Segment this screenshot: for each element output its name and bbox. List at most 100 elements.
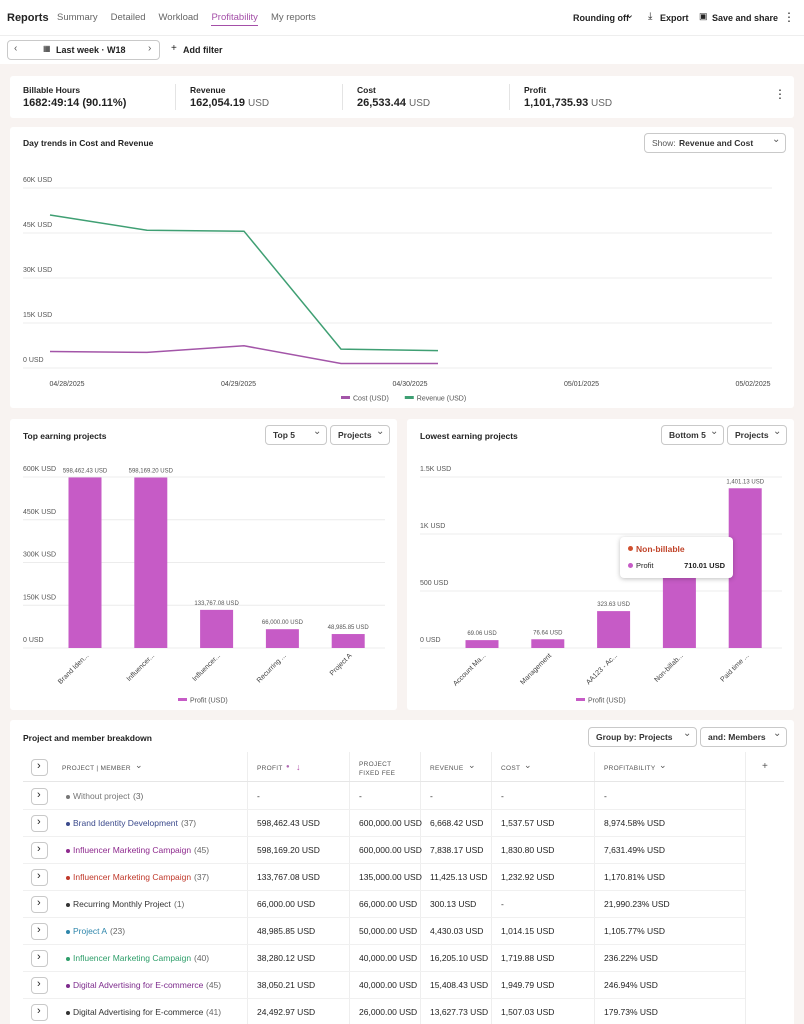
group-dropdown[interactable] [330,425,390,445]
expand-icon: › [37,760,41,772]
column-header[interactable]: PROJECT FIXED FEE [359,761,396,777]
expand-button[interactable] [31,950,48,967]
cell: 13,627.73 USD [430,1007,489,1017]
expand-button[interactable] [31,896,48,913]
bottom-n-dropdown[interactable] [661,425,724,445]
cell: 300.13 USD [430,899,477,909]
cell: 38,280.12 USD [257,953,316,963]
add-column[interactable]: + [762,761,768,772]
cell: 4,430.03 USD [430,926,484,936]
summary-more[interactable]: ⋮ [774,87,786,101]
calendar-icon: ▦ [43,44,51,53]
bar-value-label: 133,767.08 USD [194,601,239,607]
project-name[interactable]: Brand Identity Development [73,818,178,828]
tab[interactable]: My reports [270,12,316,23]
project-name[interactable]: Recurring Monthly Project [73,899,171,909]
export-button[interactable]: Export [660,13,689,23]
bar-value-label: 76.64 USD [533,630,563,636]
legend-label: Profit (USD) [588,698,626,705]
y-tick-label: 500 USD [420,580,448,587]
column-header[interactable]: PROFITABILITY [604,765,656,772]
project-count: (45) [206,980,222,990]
series-line [49,345,438,365]
more-icon[interactable]: ⋮ [783,10,795,24]
dropdown-caret: ⌄ [773,728,782,739]
tab[interactable]: Summary [57,12,98,23]
row-line [23,944,745,945]
project-name[interactable]: Without project [73,791,130,801]
x-tick-label: Brand Iden... [57,652,90,685]
tab[interactable]: Workload [158,12,199,23]
dropdown-text: Projects [735,430,769,440]
project-name[interactable]: Project A [73,926,108,936]
show-dropdown[interactable] [644,133,786,153]
project-name[interactable]: Influencer Marketing Campaign [73,872,192,882]
tab[interactable]: Profitability [211,12,258,26]
project-name[interactable]: Influencer Marketing Campaign [73,845,192,855]
save-icon: ▣ [699,11,708,21]
dropdown-text: Bottom 5 [669,430,706,440]
chart-title: Top earning projects [23,431,107,441]
top-n-dropdown[interactable] [265,425,327,445]
expand-button[interactable] [31,788,48,805]
expand-button[interactable] [31,977,48,994]
project-name[interactable]: Influencer Marketing Campaign [73,953,192,963]
date-picker[interactable] [7,40,160,60]
project-count: (41) [206,1007,222,1017]
expand-button[interactable] [31,842,48,859]
sort-caret: ⌄ [468,760,476,770]
row-line [23,890,745,891]
y-tick-label: 600K USD [23,466,56,473]
chart-title: Day trends in Cost and Revenue [23,138,154,148]
expand-button[interactable] [31,759,48,776]
bar [465,640,499,648]
group-dropdown[interactable] [727,425,787,445]
column-header[interactable]: PROJECT | MEMBER [62,765,131,772]
column-divider [594,752,595,1024]
expand-icon: › [37,789,41,801]
group-by-dropdown[interactable] [588,727,697,747]
dropdown-text: Top 5 [273,430,296,440]
project-name[interactable]: Digital Advertising for E-commerce [73,980,204,990]
column-header[interactable]: REVENUE [430,765,464,772]
expand-button[interactable] [31,869,48,886]
cell: 40,000.00 USD [359,980,418,990]
tab[interactable]: Detailed [110,12,146,23]
prev-icon[interactable]: ‹ [14,43,18,54]
cell: 1,719.88 USD [501,953,555,963]
project-count: (37) [194,872,210,882]
cell: 24,492.97 USD [257,1007,316,1017]
dropdown-text: Revenue and Cost [679,138,754,148]
next-icon[interactable]: › [148,43,152,54]
and-dropdown[interactable] [700,727,787,747]
cell: 66,000.00 USD [257,899,316,909]
project-name[interactable]: Digital Advertising for E-commerce [73,1007,204,1017]
summary-label: Cost [357,85,376,95]
bar-value-label: 69.06 USD [467,631,497,637]
cell: 21,990.23% USD [604,899,670,909]
column-header[interactable]: PROFIT [257,765,283,772]
summary-value: 26,533.44 [357,97,406,109]
bar [662,567,696,648]
cell: 1,507.03 USD [501,1007,555,1017]
legend-swatch [576,698,585,701]
save-share-button[interactable]: Save and share [712,13,779,23]
expand-button[interactable] [31,815,48,832]
x-tick-label: 04/28/2025 [49,381,84,388]
expand-button[interactable] [31,923,48,940]
rounding-toggle[interactable]: Rounding off [573,13,629,23]
add-filter[interactable]: Add filter [183,45,223,55]
dropdown-caret: ⌄ [313,426,322,437]
series-line [49,214,439,352]
expand-icon: › [37,951,41,963]
y-tick-label: 0 USD [23,357,44,364]
column-header[interactable]: COST [501,765,521,772]
cell: 11,425.13 USD [430,872,488,882]
summary-value: 1682:49:14 (90.11%) [23,97,127,109]
top-nav [0,0,804,36]
y-tick-label: 30K USD [23,267,52,274]
cell: - [359,791,362,801]
expand-button[interactable] [31,1004,48,1021]
